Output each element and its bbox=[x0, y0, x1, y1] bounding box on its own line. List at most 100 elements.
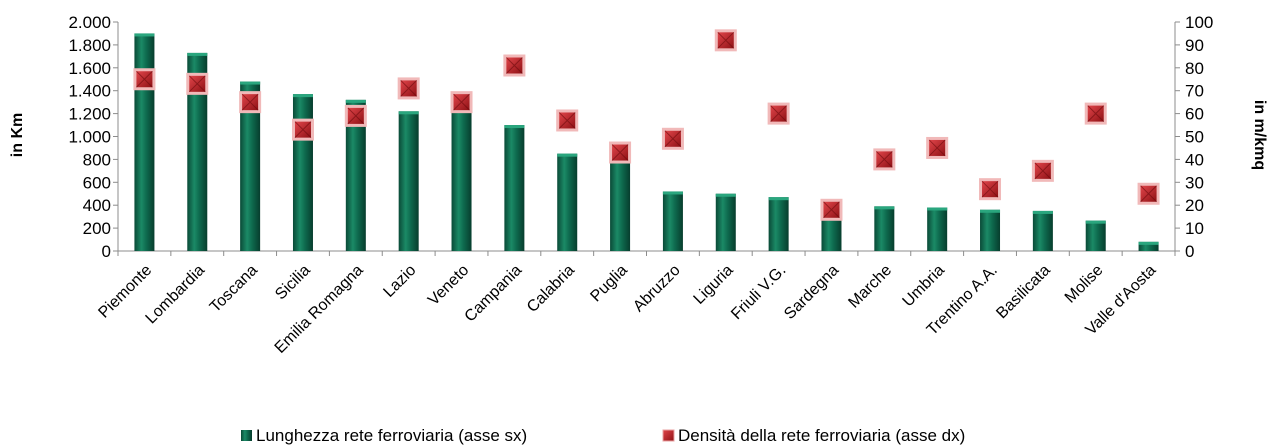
bar bbox=[187, 52, 208, 251]
bar-cap bbox=[980, 209, 1001, 213]
density-marker bbox=[397, 77, 420, 100]
bar bbox=[874, 206, 895, 251]
density-marker bbox=[873, 148, 896, 171]
density-marker bbox=[1031, 159, 1054, 182]
left-tick-label: 1.800 bbox=[68, 36, 111, 55]
left-tick-label: 200 bbox=[83, 219, 111, 238]
bar bbox=[292, 94, 313, 251]
left-tick-label: 1.400 bbox=[68, 82, 111, 101]
bar-cap bbox=[345, 99, 366, 103]
right-tick-label: 50 bbox=[1185, 128, 1204, 147]
right-tick-label: 10 bbox=[1185, 219, 1204, 238]
category-label: Campania bbox=[462, 262, 526, 326]
category-label: Umbria bbox=[900, 262, 949, 311]
marker-cross bbox=[558, 112, 576, 129]
density-marker bbox=[820, 198, 843, 221]
bar-cap bbox=[1138, 241, 1159, 245]
bar-cap bbox=[292, 94, 313, 98]
density-marker bbox=[926, 136, 949, 159]
right-tick-label: 30 bbox=[1185, 173, 1204, 192]
category-label: Sicilia bbox=[272, 262, 314, 304]
marker-cross bbox=[717, 31, 735, 49]
marker-cross bbox=[611, 144, 629, 161]
bar bbox=[927, 207, 948, 251]
left-tick-label: 0 bbox=[102, 242, 111, 261]
marker-cross bbox=[875, 151, 893, 168]
bar-cap bbox=[398, 111, 419, 115]
density-marker bbox=[609, 141, 632, 164]
density-marker bbox=[239, 91, 262, 114]
marker-cross bbox=[1087, 105, 1105, 122]
category-label: Marche bbox=[845, 262, 895, 312]
marker-cross bbox=[506, 57, 523, 74]
right-tick-label: 100 bbox=[1185, 13, 1213, 32]
bar bbox=[1032, 210, 1053, 251]
category-label: Puglia bbox=[587, 262, 631, 306]
density-marker bbox=[1137, 182, 1160, 205]
category-label: Sardegna bbox=[781, 262, 842, 323]
bar bbox=[768, 197, 789, 251]
bar bbox=[610, 142, 631, 251]
density-marker bbox=[767, 102, 790, 125]
marker-cross bbox=[347, 107, 365, 125]
bar-cap bbox=[1085, 220, 1106, 224]
density-marker bbox=[979, 178, 1002, 201]
bar-cap bbox=[927, 207, 948, 211]
density-marker bbox=[714, 29, 737, 52]
bar bbox=[504, 125, 525, 251]
marker-cross bbox=[770, 105, 787, 122]
legend-item-markers: Densità della rete ferroviaria (asse dx) bbox=[662, 426, 965, 445]
marker-cross bbox=[664, 130, 682, 148]
legend-swatch-markers bbox=[662, 429, 675, 442]
right-tick-label: 40 bbox=[1185, 150, 1204, 169]
axes: 02004006008001.0001.2001.4001.6001.8002.… bbox=[68, 13, 1213, 261]
legend: Lunghezza rete ferroviaria (asse sx) Den… bbox=[241, 426, 965, 445]
bar-cap bbox=[662, 191, 683, 195]
right-tick-label: 60 bbox=[1185, 105, 1204, 124]
density-marker bbox=[503, 54, 526, 77]
category-label: Abruzzo bbox=[630, 262, 684, 316]
left-tick-label: 2.000 bbox=[68, 13, 111, 32]
density-marker bbox=[291, 118, 314, 141]
left-tick-label: 400 bbox=[83, 196, 111, 215]
bar-cap bbox=[1032, 210, 1053, 214]
category-label: Veneto bbox=[425, 262, 472, 309]
right-axis-title: in m/kmq bbox=[1251, 100, 1268, 170]
bar-cap bbox=[240, 81, 261, 85]
marker-cross bbox=[400, 80, 418, 97]
left-tick-label: 800 bbox=[83, 150, 111, 169]
marker-cross bbox=[1140, 185, 1157, 203]
marker-cross bbox=[241, 93, 259, 111]
bar bbox=[662, 191, 683, 251]
density-marker bbox=[450, 91, 473, 114]
category-label: Friuli V.G. bbox=[728, 262, 789, 323]
bar bbox=[1138, 241, 1159, 251]
bar bbox=[557, 153, 578, 251]
right-tick-label: 90 bbox=[1185, 36, 1204, 55]
bar-cap bbox=[874, 206, 895, 210]
bar bbox=[715, 193, 736, 251]
legend-label-bars: Lunghezza rete ferroviaria (asse sx) bbox=[256, 426, 527, 445]
left-tick-label: 1.000 bbox=[68, 128, 111, 147]
marker-series bbox=[133, 29, 1160, 221]
category-label: Toscana bbox=[207, 262, 261, 316]
legend-swatch-bars bbox=[241, 430, 252, 441]
density-marker bbox=[186, 72, 209, 95]
bar-cap bbox=[768, 197, 789, 201]
category-label: Emilia Romagna bbox=[272, 262, 367, 357]
density-marker bbox=[661, 127, 684, 150]
marker-cross bbox=[981, 180, 999, 198]
category-label: Calabria bbox=[524, 262, 578, 316]
marker-cross bbox=[823, 201, 840, 219]
bar bbox=[451, 91, 472, 251]
density-marker bbox=[556, 109, 579, 132]
left-axis-title: in Km bbox=[9, 113, 26, 157]
category-label: Lazio bbox=[380, 262, 419, 301]
category-label: Liguria bbox=[691, 262, 737, 308]
bar-cap bbox=[134, 33, 155, 37]
bar bbox=[240, 81, 261, 251]
bar-cap bbox=[187, 52, 208, 56]
legend-label-markers: Densità della rete ferroviaria (asse dx) bbox=[678, 426, 965, 445]
marker-cross bbox=[294, 121, 312, 138]
